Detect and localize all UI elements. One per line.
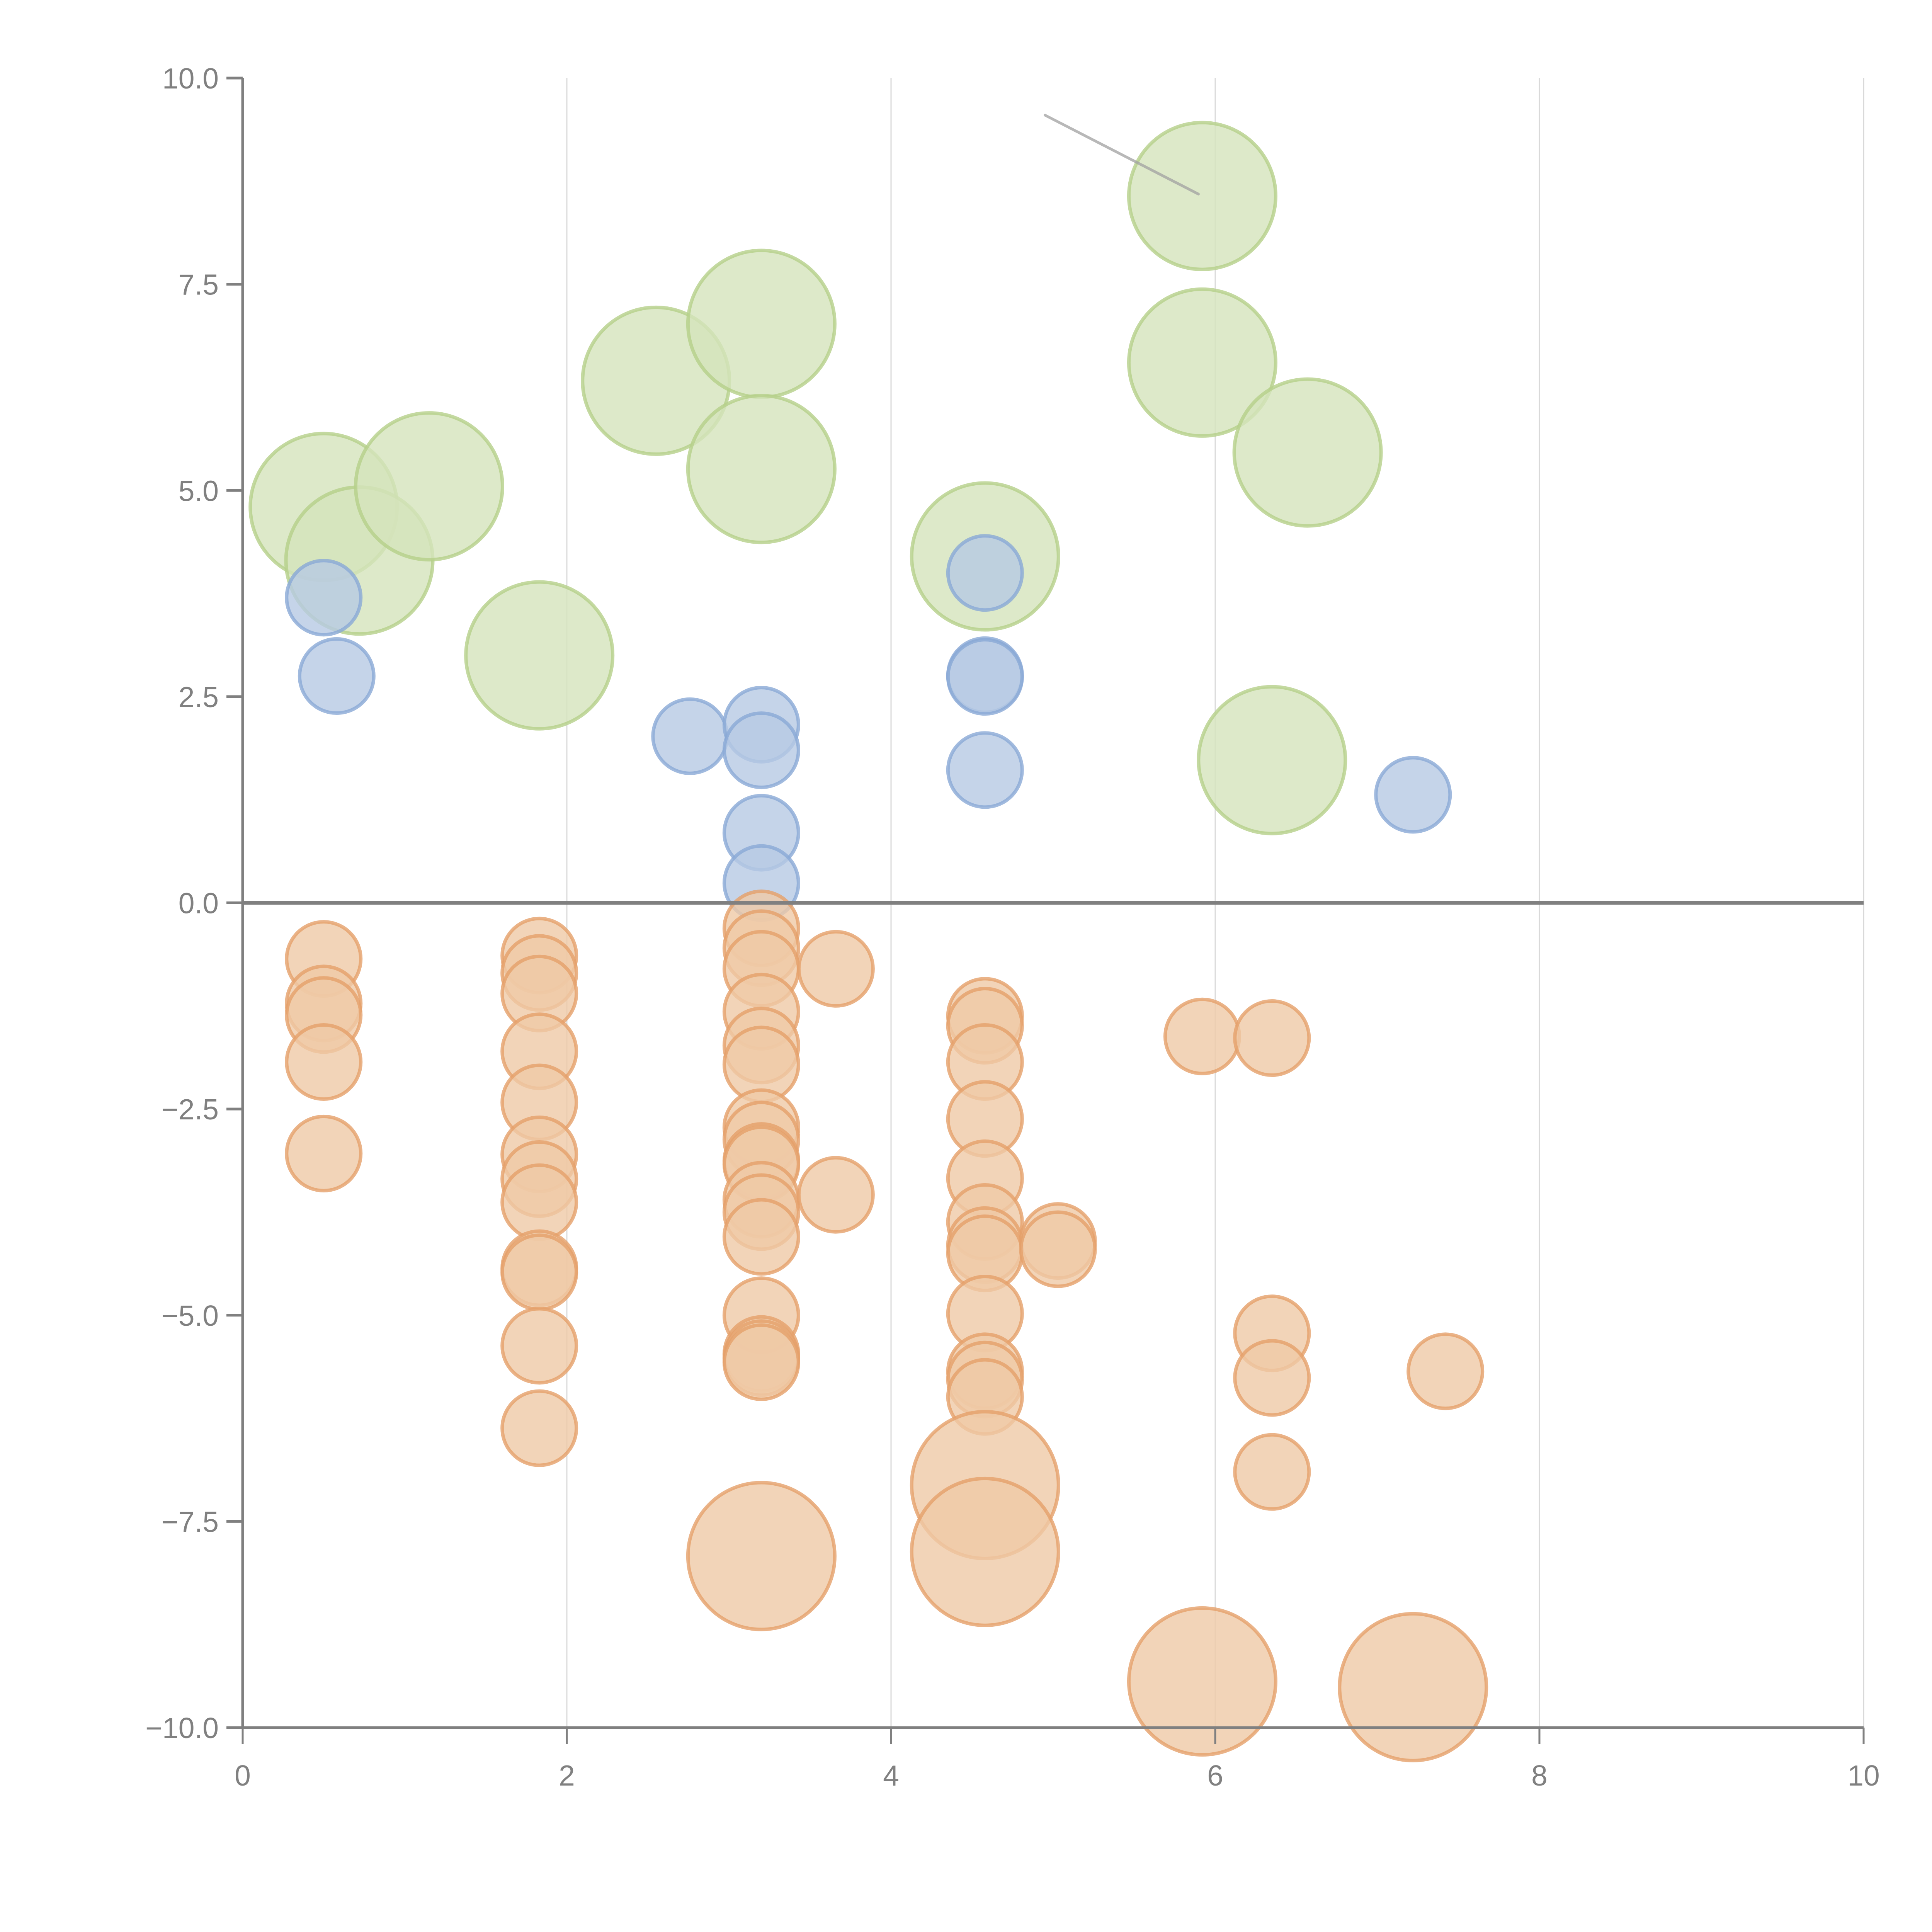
data-point <box>686 1481 837 1631</box>
data-point <box>1406 1332 1485 1410</box>
data-point <box>1127 287 1277 438</box>
x-tick-label: 0 <box>235 1759 251 1792</box>
data-point <box>354 411 504 562</box>
axes: 10.0 7.5 5.0 2.5 0.0 −2.5 −5.0 −7.5 −10.0 0 2 4 6 8 10 <box>145 62 1880 1792</box>
data-point <box>686 248 837 399</box>
data-point <box>500 1307 578 1385</box>
x-tick-label: 4 <box>883 1759 899 1792</box>
data-point <box>285 1114 363 1192</box>
data-point <box>464 580 615 731</box>
data-point <box>722 1323 800 1401</box>
data-point <box>500 1163 578 1241</box>
y-tick-label: 5.0 <box>179 474 219 507</box>
data-point <box>285 1023 363 1101</box>
data-point <box>285 559 363 637</box>
y-tick-label: −5.0 <box>162 1299 219 1332</box>
series-green-large <box>248 121 1383 835</box>
data-point <box>797 1156 875 1234</box>
data-point <box>1232 377 1383 528</box>
data-point <box>651 697 729 775</box>
x-tick-label: 2 <box>559 1759 575 1792</box>
series-blue-small <box>285 534 1452 922</box>
data-point <box>500 1233 578 1311</box>
annotations <box>1044 114 1200 196</box>
data-point <box>500 1389 578 1467</box>
data-point <box>1197 685 1347 835</box>
data-point <box>797 930 875 1008</box>
data-point <box>946 731 1024 809</box>
data-point <box>1233 999 1311 1077</box>
series-orange-small <box>285 889 1485 1511</box>
data-point <box>298 637 376 715</box>
series-orange-large <box>686 1410 1488 1762</box>
data-point <box>686 394 837 544</box>
x-tick-label: 10 <box>1847 1759 1879 1792</box>
x-tick-label: 8 <box>1531 1759 1548 1792</box>
data-point <box>946 638 1024 716</box>
y-tick-label: 0.0 <box>179 887 219 920</box>
x-tick-label: 6 <box>1207 1759 1223 1792</box>
annotation-connector <box>1044 114 1200 196</box>
data-point <box>722 1198 800 1276</box>
data-point <box>1233 1339 1311 1417</box>
data-point <box>946 534 1024 612</box>
data-point <box>1338 1612 1488 1762</box>
data-point <box>1127 121 1277 271</box>
y-tick-label: −7.5 <box>162 1505 219 1538</box>
data-point <box>1374 756 1452 834</box>
data-point <box>1163 997 1241 1075</box>
data-point <box>1233 1433 1311 1511</box>
y-tick-label: −2.5 <box>162 1093 219 1126</box>
y-tick-label: 10.0 <box>162 62 219 95</box>
data-point <box>910 1476 1060 1627</box>
y-tick-label: −10.0 <box>145 1712 219 1744</box>
data-points <box>248 121 1488 1762</box>
data-point <box>1127 1606 1277 1757</box>
y-tick-label: 7.5 <box>179 269 219 301</box>
data-point <box>1019 1210 1097 1288</box>
y-tick-label: 2.5 <box>179 681 219 713</box>
data-point <box>722 711 800 789</box>
